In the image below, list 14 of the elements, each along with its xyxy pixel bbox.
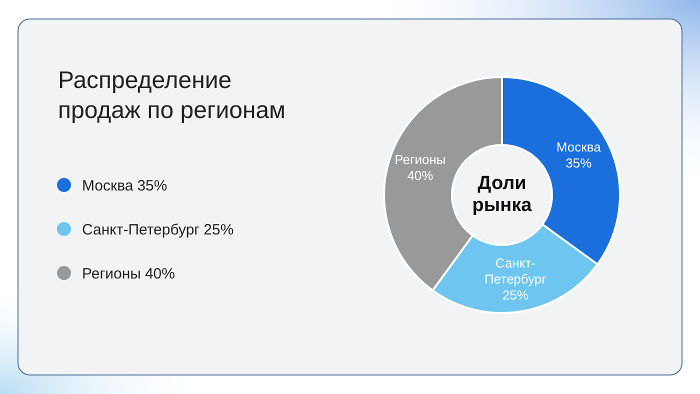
text: 35% xyxy=(137,177,168,194)
slice-label: Регионы xyxy=(394,152,446,167)
text: 40% xyxy=(144,265,175,282)
slice-label: Москва xyxy=(556,139,602,154)
legend-label: Москва xyxy=(82,177,134,194)
legend-label: Регионы xyxy=(82,265,141,282)
data-label: 40% xyxy=(407,168,434,183)
legend-label: Санкт-Петербург xyxy=(82,221,200,238)
text: 25% xyxy=(204,221,234,238)
data-label: 25% xyxy=(502,287,529,302)
slice-label: Санкт-Петербург xyxy=(484,255,547,286)
text: Доли рынка xyxy=(472,173,532,216)
data-label: 35% xyxy=(566,155,592,170)
chart-title: Распределение продаж по регионам xyxy=(58,67,286,124)
